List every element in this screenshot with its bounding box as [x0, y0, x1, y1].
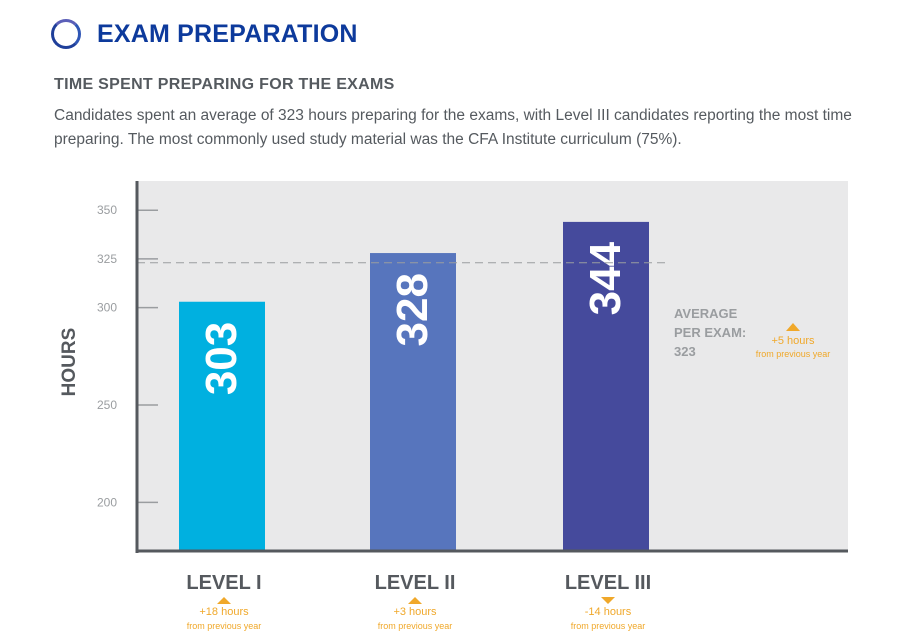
average-label-line1: AVERAGE — [674, 306, 738, 321]
average-value: 323 — [674, 344, 696, 359]
up-arrow-icon — [408, 597, 422, 604]
up-arrow-icon — [786, 323, 800, 331]
bar-level-3 — [563, 221, 649, 552]
change-label: -14 hours — [585, 606, 632, 618]
down-arrow-icon — [601, 597, 615, 604]
change-label: +3 hours — [393, 606, 437, 618]
change-subtext: from previous year — [378, 621, 453, 631]
category-label: LEVEL III — [565, 572, 651, 594]
bar-level-2 — [370, 253, 456, 552]
change-subtext: from previous year — [571, 621, 646, 631]
y-axis-label: HOURS — [59, 328, 80, 397]
y-tick-label: 200 — [97, 495, 117, 509]
category-label: LEVEL I — [186, 572, 261, 594]
y-tick-label: 300 — [97, 301, 117, 315]
page-header: EXAM PREPARATION — [51, 14, 358, 54]
average-label-line2: PER EXAM: — [674, 325, 746, 340]
average-change: +5 hours — [771, 335, 815, 347]
ring-icon — [51, 19, 81, 49]
y-tick-label: 350 — [97, 203, 117, 217]
bar-level-1 — [179, 301, 265, 551]
average-annotation: AVERAGE PER EXAM: 323 +5 hours from prev… — [674, 306, 830, 359]
category-label: LEVEL II — [375, 572, 456, 594]
bar-value-label: 344 — [581, 241, 630, 315]
up-arrow-icon — [217, 597, 231, 604]
y-tick-label: 250 — [97, 398, 117, 412]
change-label: +18 hours — [199, 606, 249, 618]
bar-value-label: 303 — [197, 322, 246, 395]
average-change-subtext: from previous year — [756, 349, 831, 359]
section-description: Candidates spent an average of 323 hours… — [54, 107, 852, 148]
bar-value-label: 328 — [388, 273, 437, 346]
change-subtext: from previous year — [187, 621, 262, 631]
y-tick-label: 325 — [97, 252, 117, 266]
section-title: TIME SPENT PREPARING FOR THE EXAMS — [54, 76, 395, 93]
page-title: EXAM PREPARATION — [97, 19, 358, 48]
